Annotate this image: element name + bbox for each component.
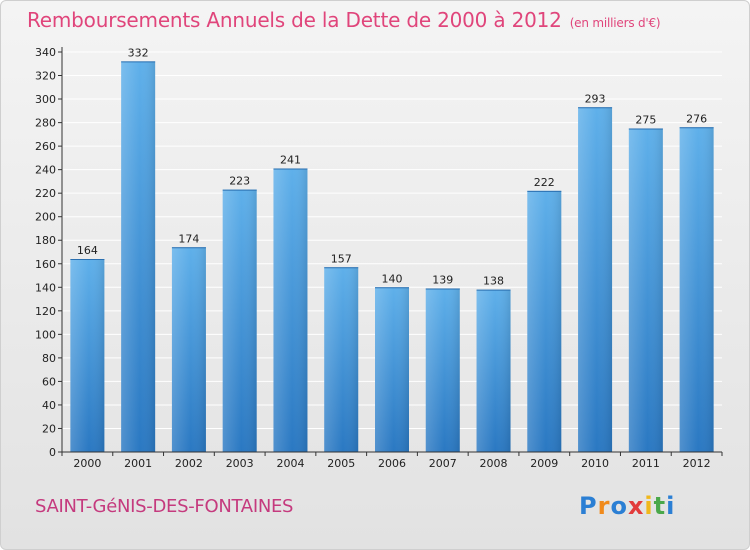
x-tick-label: 2003 (226, 457, 254, 470)
y-tick-label: 0 (49, 446, 56, 459)
logo-letter: P (579, 492, 598, 520)
bar-value-label: 139 (432, 273, 453, 286)
logo-letter: r (597, 492, 611, 520)
y-tick-label: 120 (35, 305, 56, 318)
proxiti-logo: Proxiti (579, 492, 675, 520)
bar-value-label: 275 (635, 113, 656, 126)
y-tick-label: 340 (35, 46, 56, 59)
y-tick-label: 280 (35, 117, 56, 130)
chart-subtitle: (en milliers d'€) (569, 16, 661, 30)
bar-value-label: 164 (77, 244, 98, 257)
bar-shade (679, 127, 714, 452)
logo-letter: o (610, 492, 628, 520)
chart-title-text: Remboursements Annuels de la Dette de 20… (27, 8, 562, 32)
x-tick-label: 2011 (632, 457, 660, 470)
bar-value-label: 140 (382, 272, 403, 285)
y-tick-label: 260 (35, 140, 56, 153)
bar-value-label: 332 (128, 46, 149, 59)
bar-shade (527, 190, 562, 452)
chart-title: Remboursements Annuels de la Dette de 20… (27, 8, 661, 32)
x-tick-label: 2010 (581, 457, 609, 470)
commune-name: SAINT-GéNIS-DES-FONTAINES (35, 496, 294, 517)
x-tick-label: 2009 (530, 457, 558, 470)
y-tick-label: 200 (35, 211, 56, 224)
y-tick-label: 60 (42, 375, 56, 388)
bar-shade (578, 107, 613, 452)
x-tick-label: 2000 (73, 457, 101, 470)
x-tick-label: 2005 (327, 457, 355, 470)
y-tick-label: 40 (42, 399, 56, 412)
bar-shade (628, 128, 663, 452)
bar-value-label: 276 (686, 112, 707, 125)
y-tick-label: 240 (35, 164, 56, 177)
bar-value-label: 138 (483, 275, 504, 288)
x-tick-label: 2012 (683, 457, 711, 470)
y-tick-label: 220 (35, 187, 56, 200)
x-tick-label: 2004 (276, 457, 304, 470)
logo-letter: t (653, 492, 667, 520)
x-tick-label: 2008 (480, 457, 508, 470)
y-tick-label: 180 (35, 234, 56, 247)
x-tick-label: 2006 (378, 457, 406, 470)
bar-shade (324, 267, 359, 452)
bar-shade (121, 61, 156, 452)
bar-value-label: 223 (229, 175, 250, 188)
y-tick-label: 320 (35, 70, 56, 83)
x-tick-label: 2002 (175, 457, 203, 470)
x-tick-label: 2001 (124, 457, 152, 470)
bar-value-label: 293 (585, 92, 606, 105)
bar-shade (171, 247, 206, 452)
bar-shade (222, 189, 257, 452)
x-tick-label: 2007 (429, 457, 457, 470)
y-tick-label: 160 (35, 258, 56, 271)
bar-shade (273, 168, 308, 452)
logo-letter: i (644, 492, 654, 520)
bar-value-label: 222 (534, 176, 555, 189)
bar-shade (425, 288, 460, 452)
logo-letter: i (666, 492, 676, 520)
bar-value-label: 241 (280, 153, 301, 166)
y-tick-label: 300 (35, 93, 56, 106)
bar-shade (476, 289, 511, 452)
logo-letter: x (627, 492, 645, 520)
bar-shade (375, 287, 409, 452)
y-tick-label: 100 (35, 328, 56, 341)
bar-value-label: 174 (178, 232, 199, 245)
y-tick-label: 80 (42, 352, 56, 365)
bar-shade (70, 259, 105, 452)
y-tick-label: 140 (35, 281, 56, 294)
bar-value-label: 157 (331, 252, 352, 265)
y-tick-label: 20 (42, 422, 56, 435)
